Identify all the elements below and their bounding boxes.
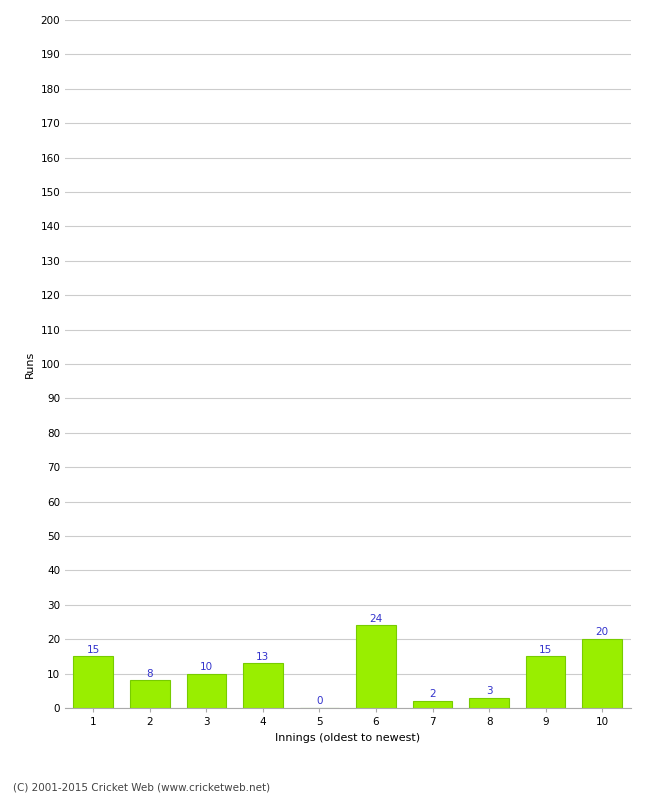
Text: 10: 10: [200, 662, 213, 672]
Text: 8: 8: [146, 669, 153, 678]
Text: 2: 2: [429, 690, 436, 699]
Text: (C) 2001-2015 Cricket Web (www.cricketweb.net): (C) 2001-2015 Cricket Web (www.cricketwe…: [13, 782, 270, 792]
Text: 3: 3: [486, 686, 493, 696]
Text: 15: 15: [86, 645, 100, 654]
Bar: [187, 674, 226, 708]
Text: 15: 15: [539, 645, 552, 654]
Bar: [356, 626, 396, 708]
Text: 24: 24: [369, 614, 383, 624]
Bar: [582, 639, 622, 708]
Bar: [130, 681, 170, 708]
Text: 20: 20: [595, 627, 609, 638]
Bar: [469, 698, 509, 708]
Bar: [526, 656, 566, 708]
Bar: [243, 663, 283, 708]
Bar: [73, 656, 113, 708]
X-axis label: Innings (oldest to newest): Innings (oldest to newest): [275, 733, 421, 742]
Text: 13: 13: [256, 651, 270, 662]
Y-axis label: Runs: Runs: [25, 350, 35, 378]
Bar: [413, 701, 452, 708]
Text: 0: 0: [317, 696, 323, 706]
